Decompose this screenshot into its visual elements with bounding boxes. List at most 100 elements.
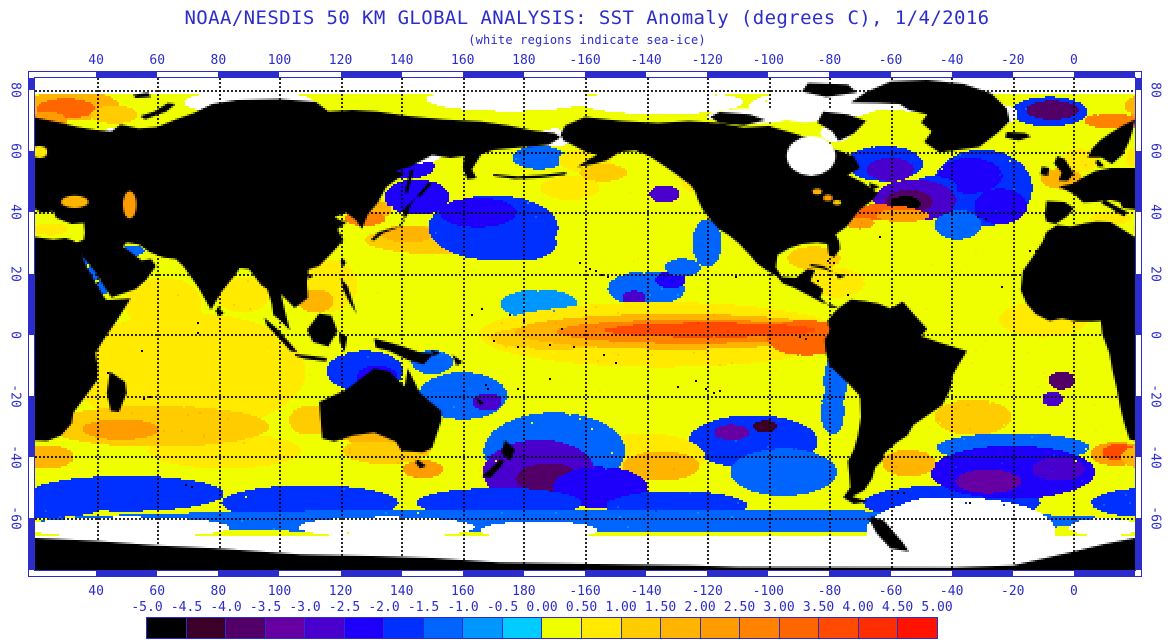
colorbar-tick-label: -0.5 bbox=[486, 600, 519, 615]
lon-tick-label: 120 bbox=[328, 584, 353, 599]
colorbar-cell bbox=[779, 618, 820, 638]
colorbar-tick-label: -2.0 bbox=[368, 600, 400, 615]
lon-tick-label: 80 bbox=[210, 584, 227, 599]
lat-tick-label: 40 bbox=[7, 204, 23, 221]
lat-tick-label: 20 bbox=[7, 265, 23, 282]
ruler-segment bbox=[340, 571, 402, 576]
colorbar-cell bbox=[384, 618, 424, 638]
ruler-segment bbox=[29, 518, 34, 570]
colorbar-cell bbox=[186, 618, 227, 638]
colorbar-tick-label: -4.0 bbox=[210, 600, 242, 615]
colorbar-tick-label: 5.00 bbox=[921, 600, 953, 615]
page-title: NOAA/NESDIS 50 KM GLOBAL ANALYSIS: SST A… bbox=[184, 7, 990, 29]
lat-tick-label: 60 bbox=[7, 143, 23, 160]
ruler-segment bbox=[1136, 518, 1141, 570]
lat-tick-label: -60 bbox=[7, 506, 23, 530]
colorbar-tick-label: 3.00 bbox=[763, 600, 795, 615]
lat-tick-label: -40 bbox=[7, 445, 23, 469]
lon-tick-label: 120 bbox=[328, 53, 353, 68]
ruler-segment bbox=[29, 273, 34, 335]
colorbar-cell bbox=[582, 618, 622, 638]
colorbar-tick-label: -1.5 bbox=[407, 600, 440, 615]
colorbar-cell bbox=[344, 618, 385, 638]
lat-tick-label: -20 bbox=[7, 384, 23, 408]
ruler-segment bbox=[829, 72, 891, 77]
colorbar-tick-label: 1.50 bbox=[644, 600, 677, 615]
colorbar-tick-label: -2.5 bbox=[328, 600, 361, 615]
lon-tick-label: 40 bbox=[88, 584, 104, 599]
ruler-segment bbox=[29, 151, 34, 213]
lon-tick-label: -60 bbox=[878, 53, 903, 68]
lon-tick-label: 180 bbox=[512, 53, 536, 68]
map-area bbox=[35, 78, 1135, 570]
colorbar-tick-label: 2.00 bbox=[684, 600, 716, 615]
lat-tick-label: 60 bbox=[1147, 143, 1163, 160]
lon-tick-label: 100 bbox=[267, 53, 292, 68]
ruler-segment bbox=[707, 72, 769, 77]
ruler-segment bbox=[96, 72, 158, 77]
ruler-segment bbox=[340, 72, 402, 77]
lon-tick-label: -140 bbox=[630, 53, 662, 68]
ruler-segment bbox=[29, 78, 34, 91]
ruler-segment bbox=[29, 395, 34, 457]
ruler-segment bbox=[829, 571, 891, 576]
colorbar-cell bbox=[305, 618, 345, 638]
colorbar-tick-label: -5.0 bbox=[131, 600, 163, 615]
lat-tick-label: -20 bbox=[1147, 384, 1163, 408]
colorbar-cell bbox=[898, 618, 937, 638]
colorbar-tick-label: 0.50 bbox=[565, 600, 598, 615]
ruler-segment bbox=[951, 571, 1013, 576]
lon-tick-label: -40 bbox=[939, 584, 964, 599]
lon-tick-label: -80 bbox=[817, 584, 842, 599]
lon-tick-label: -100 bbox=[752, 584, 784, 599]
lat-tick-label: 20 bbox=[1147, 265, 1163, 282]
lat-tick-label: 80 bbox=[1147, 82, 1163, 99]
ruler-segment bbox=[96, 571, 158, 576]
lat-tick-label: 0 bbox=[1147, 330, 1163, 339]
lat-tick-label: 0 bbox=[7, 330, 23, 339]
lon-tick-label: -80 bbox=[817, 53, 842, 68]
ruler-strip-left bbox=[29, 78, 34, 570]
lat-tick-label: 80 bbox=[7, 82, 23, 99]
colorbar-cell bbox=[621, 618, 662, 638]
lon-tick-label: -100 bbox=[752, 53, 784, 68]
lon-tick-label: 140 bbox=[389, 53, 414, 68]
colorbar-cell bbox=[858, 618, 899, 638]
colorbar-cell bbox=[661, 618, 701, 638]
colorbar-tick-label: 2.50 bbox=[723, 600, 756, 615]
colorbar-tick-label: 1.00 bbox=[605, 600, 637, 615]
colorbar-cell bbox=[502, 618, 543, 638]
ruler-strip-right bbox=[1136, 78, 1141, 570]
colorbar-cell bbox=[542, 618, 583, 638]
lon-tick-label: 0 bbox=[1069, 53, 1078, 68]
colorbar-tick-label: -4.5 bbox=[170, 600, 203, 615]
ruler-segment bbox=[1136, 273, 1141, 335]
colorbar-tick-label: -3.5 bbox=[249, 600, 282, 615]
colorbar-tick-label: 0.00 bbox=[526, 600, 558, 615]
colorbar-tick-label: 3.50 bbox=[802, 600, 835, 615]
colorbar-tick-label: -3.0 bbox=[289, 600, 321, 615]
colorbar-cell bbox=[226, 618, 266, 638]
colorbar-cell bbox=[423, 618, 464, 638]
map-frame bbox=[28, 71, 1142, 577]
lat-tick-label: -40 bbox=[1147, 445, 1163, 469]
lon-tick-label: 40 bbox=[88, 53, 104, 68]
lon-tick-label: -140 bbox=[630, 584, 662, 599]
ruler-segment bbox=[707, 571, 769, 576]
ruler-segment bbox=[1136, 78, 1141, 91]
lon-tick-label: 80 bbox=[210, 53, 227, 68]
colorbar-tick-label: -1.0 bbox=[447, 600, 479, 615]
lon-tick-label: -60 bbox=[878, 584, 903, 599]
lon-tick-label: 160 bbox=[451, 584, 475, 599]
lat-tick-label: -60 bbox=[1147, 506, 1163, 530]
colorbar-cell bbox=[147, 618, 187, 638]
ruler-segment bbox=[218, 571, 280, 576]
lon-tick-label: 60 bbox=[149, 53, 166, 68]
lon-tick-label: -20 bbox=[1001, 53, 1025, 68]
colorbar-tick-label: 4.50 bbox=[881, 600, 914, 615]
lon-tick-label: -40 bbox=[939, 53, 964, 68]
ruler-segment bbox=[951, 72, 1013, 77]
lon-tick-label: -20 bbox=[1001, 584, 1025, 599]
lat-tick-label: 40 bbox=[1147, 204, 1163, 221]
